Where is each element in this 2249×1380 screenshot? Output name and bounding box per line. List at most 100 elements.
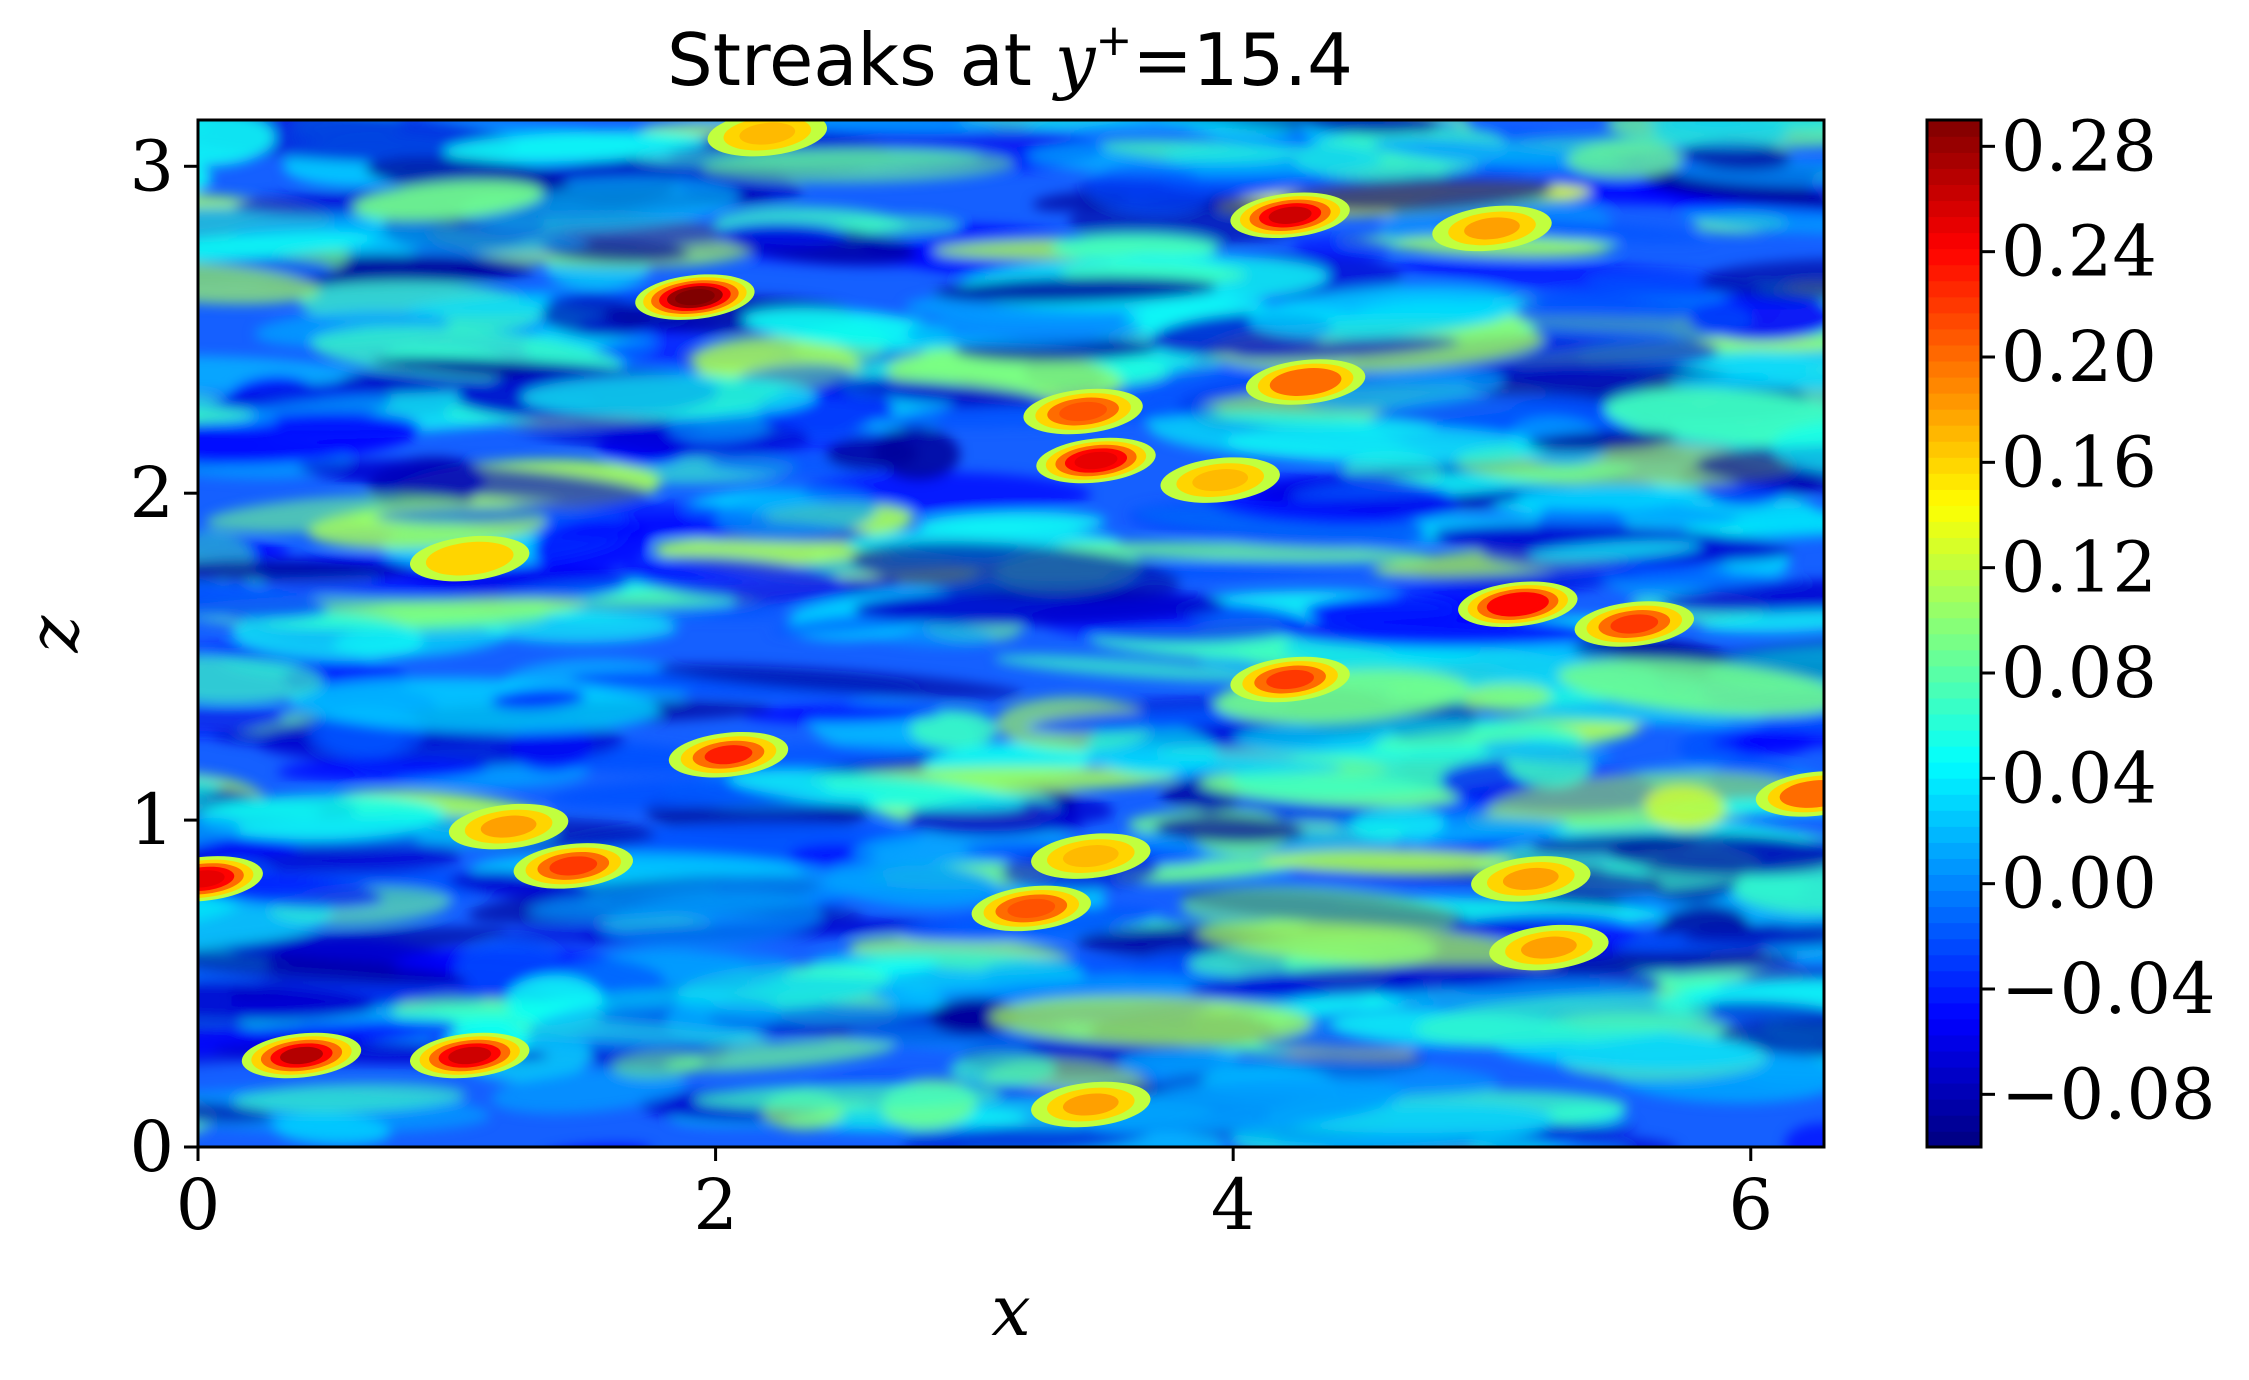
streak-blob bbox=[830, 379, 1053, 406]
streak-blob bbox=[1292, 235, 1395, 260]
colorbar-band bbox=[1927, 344, 1981, 362]
streak-blob bbox=[904, 311, 1142, 349]
hotspot bbox=[441, 547, 498, 570]
streak-blob bbox=[727, 770, 1026, 812]
streak-blob bbox=[1770, 420, 1824, 475]
hotspot bbox=[1791, 784, 1824, 804]
streak-blob bbox=[352, 180, 544, 221]
colorbar-tick-label: 0.24 bbox=[2001, 211, 2157, 293]
colorbar-band bbox=[1927, 521, 1981, 539]
streak-blob bbox=[1259, 849, 1514, 874]
colorbar-band bbox=[1927, 168, 1981, 185]
streak-blob bbox=[825, 437, 919, 471]
colorbar-band bbox=[1927, 1114, 1981, 1132]
hotspot bbox=[1074, 451, 1118, 470]
streak-blob bbox=[89, 636, 196, 675]
streak-blob bbox=[103, 966, 191, 1013]
hotspot bbox=[674, 289, 715, 306]
colorbar-band bbox=[1927, 1018, 1981, 1036]
colorbar-band bbox=[1927, 777, 1981, 795]
x-tick-label: 4 bbox=[1211, 1164, 1256, 1246]
streak-blob bbox=[714, 488, 878, 539]
streak-blob bbox=[198, 231, 376, 263]
colorbar-band bbox=[1927, 232, 1981, 250]
streak-blob bbox=[1731, 731, 1813, 757]
colorbar-band bbox=[1927, 890, 1981, 908]
streak-blob bbox=[1643, 784, 1726, 830]
hotspot bbox=[480, 815, 537, 838]
colorbar-band bbox=[1927, 601, 1981, 619]
colorbar-tick-label: 0.12 bbox=[2001, 527, 2157, 609]
colorbar-band bbox=[1927, 553, 1981, 571]
streak-blob bbox=[1718, 1016, 1824, 1060]
streak-blob bbox=[1085, 163, 1213, 216]
colorbar-band bbox=[1927, 136, 1981, 153]
hotspot bbox=[704, 745, 753, 765]
hotspot bbox=[739, 122, 796, 145]
colorbar-band bbox=[1927, 826, 1981, 843]
x-tick-label: 0 bbox=[176, 1164, 221, 1246]
hotspot bbox=[1062, 845, 1119, 868]
streak-blob bbox=[198, 980, 377, 1021]
streak-blob bbox=[198, 575, 329, 620]
plot-frame bbox=[196, 118, 1826, 1149]
colorbar-tick-label: 0.00 bbox=[2001, 843, 2157, 925]
streak-blob bbox=[1196, 921, 1560, 970]
colorbar-band bbox=[1927, 842, 1981, 859]
colorbar-band bbox=[1927, 264, 1981, 282]
colorbar-band bbox=[1927, 729, 1981, 747]
colorbar-band bbox=[1927, 1002, 1981, 1020]
colorbar-band bbox=[1927, 1050, 1981, 1068]
streak-blob bbox=[520, 374, 817, 419]
colorbar-band bbox=[1927, 922, 1981, 940]
colorbar-band bbox=[1927, 376, 1981, 394]
plot-area bbox=[89, 120, 1923, 1147]
colorbar-gradient bbox=[1927, 120, 1981, 1148]
streak-blob bbox=[532, 519, 652, 573]
streak-blob bbox=[1394, 257, 1761, 297]
colorbar-band bbox=[1927, 440, 1981, 458]
streak-blob bbox=[994, 654, 1270, 682]
hotspot bbox=[1464, 217, 1520, 240]
hotspot bbox=[1521, 936, 1577, 959]
colorbar-tick-label: −0.08 bbox=[2001, 1053, 2216, 1135]
streak-blob bbox=[491, 1067, 688, 1114]
streak-blob bbox=[989, 995, 1313, 1046]
streak-blob bbox=[822, 860, 1002, 909]
colorbar-band bbox=[1927, 152, 1981, 169]
y-tick-label: 3 bbox=[129, 125, 174, 207]
streak-blob bbox=[277, 758, 488, 782]
streak-blob bbox=[1084, 754, 1343, 775]
colorbar-band bbox=[1927, 1066, 1981, 1084]
streak-blob bbox=[1351, 806, 1446, 842]
colorbar-band bbox=[1927, 1082, 1981, 1100]
streak-blob bbox=[1479, 740, 1612, 764]
colorbar-band bbox=[1927, 537, 1981, 555]
colorbar-ticks: 0.28 0.24 0.20 0.16 0.12 0.08 0.04 0.00 −0.04 −0.… bbox=[1981, 105, 2216, 1135]
streak-blob bbox=[1784, 1123, 1824, 1147]
y-tick-label: 2 bbox=[129, 452, 174, 534]
x-axis-label: x bbox=[991, 1270, 1030, 1352]
streak-blob bbox=[1233, 336, 1460, 361]
streak-blob bbox=[297, 460, 654, 502]
colorbar-band bbox=[1927, 360, 1981, 378]
colorbar-band bbox=[1927, 473, 1981, 490]
colorbar-band bbox=[1927, 1130, 1981, 1148]
colorbar-tick-label: 0.04 bbox=[2001, 737, 2157, 819]
streak-blob bbox=[490, 687, 586, 710]
streak-blob bbox=[611, 1051, 704, 1079]
streak-blob bbox=[701, 148, 1015, 184]
hotspot bbox=[280, 1046, 323, 1065]
streak-blob bbox=[1128, 500, 1429, 549]
colorbar-band bbox=[1927, 200, 1981, 218]
streak-blob bbox=[443, 130, 708, 162]
streak-blob bbox=[198, 120, 275, 167]
hotspot bbox=[198, 870, 225, 888]
hotspot-layer bbox=[198, 120, 1824, 1128]
colorbar-band bbox=[1927, 408, 1981, 426]
streak-blob bbox=[198, 951, 469, 987]
streak-blob bbox=[656, 664, 1025, 699]
colorbar-band bbox=[1927, 184, 1981, 202]
y-tick-label: 0 bbox=[129, 1106, 174, 1188]
streak-blob bbox=[1838, 655, 1923, 675]
